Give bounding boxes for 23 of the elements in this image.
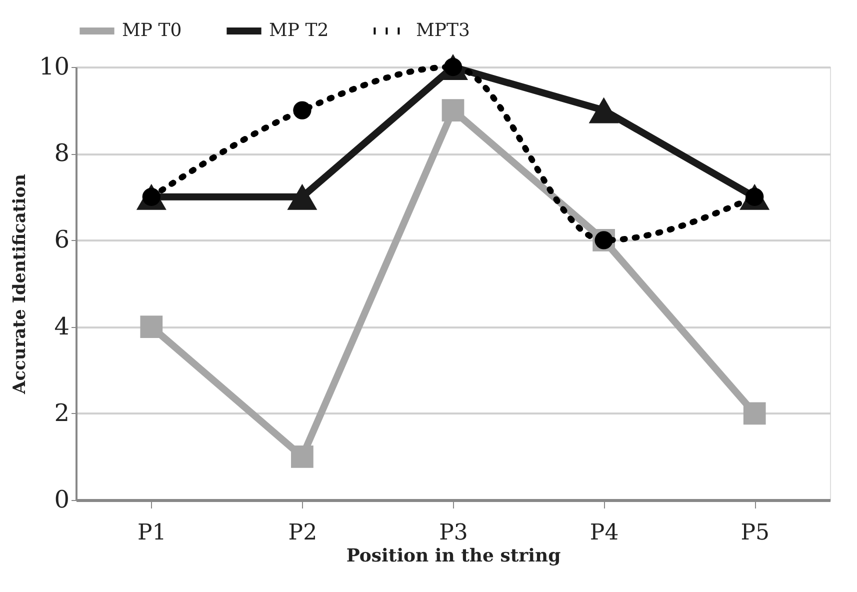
y-tick-label: 10 <box>38 52 70 80</box>
legend-label: MP T0 <box>122 20 182 41</box>
x-tick-label: P4 <box>590 520 619 546</box>
y-axis-title: Accurate Identification <box>10 174 30 395</box>
legend-label: MP T2 <box>269 20 329 41</box>
point <box>287 184 318 210</box>
x-tick-label: P5 <box>740 520 770 546</box>
point <box>442 99 464 122</box>
x-axis-title: Position in the string <box>346 546 562 566</box>
y-tick-label: 0 <box>54 486 70 514</box>
y-tick-label: 8 <box>54 139 70 168</box>
point <box>291 446 314 468</box>
point <box>588 97 619 124</box>
x-tick-label: P2 <box>288 520 318 546</box>
point <box>140 316 163 338</box>
x-tick-label: P3 <box>439 520 468 546</box>
legend-label: MPT3 <box>416 20 470 41</box>
y-tick-label: 2 <box>54 398 70 427</box>
point <box>743 402 766 425</box>
y-tick-label: 6 <box>54 226 70 254</box>
x-tick-label: P1 <box>137 520 166 546</box>
point <box>293 101 312 120</box>
y-tick-label: 4 <box>54 312 70 340</box>
